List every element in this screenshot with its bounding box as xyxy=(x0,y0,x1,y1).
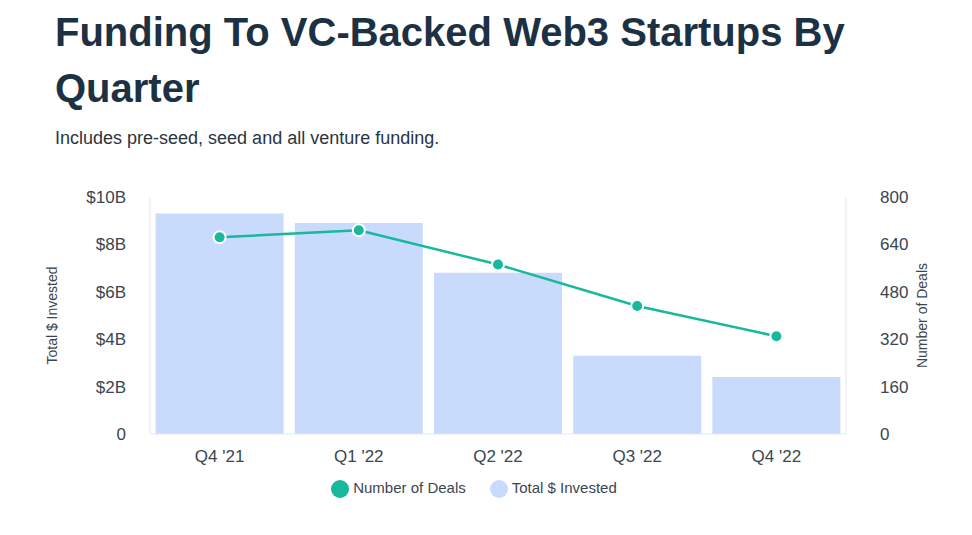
svg-text:$4B: $4B xyxy=(96,330,126,349)
svg-text:Q4 '22: Q4 '22 xyxy=(752,447,802,466)
svg-text:800: 800 xyxy=(880,188,908,207)
svg-text:0: 0 xyxy=(880,425,889,444)
svg-text:$10B: $10B xyxy=(86,188,126,207)
svg-text:Q2 '22: Q2 '22 xyxy=(473,447,523,466)
svg-text:$6B: $6B xyxy=(96,283,126,302)
svg-text:480: 480 xyxy=(880,283,908,302)
html-text:Funding To VC-Backed Web3 Star: Funding To VC-Backed Web3 Startups By Qu… xyxy=(55,10,845,110)
html-text:Includes pre-seed, seed and al: Includes pre-seed, seed and all venture … xyxy=(55,128,440,148)
svg-text:640: 640 xyxy=(880,235,908,254)
svg-text:0: 0 xyxy=(117,425,126,444)
svg-text:Q3 '22: Q3 '22 xyxy=(612,447,662,466)
svg-text:$8B: $8B xyxy=(96,235,126,254)
svg-text:$2B: $2B xyxy=(96,378,126,397)
html-text:Total $ Invested: Total $ Invested xyxy=(511,479,617,496)
svg-text:Total $ Invested: Total $ Invested xyxy=(44,266,60,364)
svg-text:Number of Deals: Number of Deals xyxy=(914,263,930,368)
svg-text:Q1 '22: Q1 '22 xyxy=(334,447,384,466)
svg-text:320: 320 xyxy=(880,330,908,349)
svg-text:160: 160 xyxy=(880,378,908,397)
html-text:Number of Deals: Number of Deals xyxy=(353,479,466,496)
svg-text:Q4 '21: Q4 '21 xyxy=(195,447,245,466)
